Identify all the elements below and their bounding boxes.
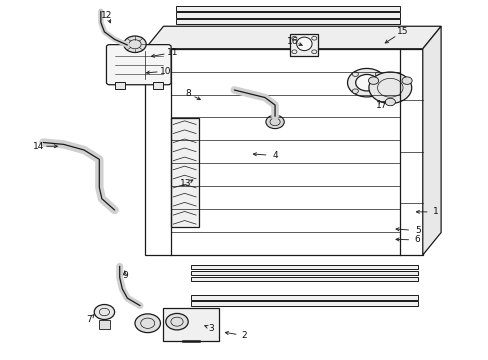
Text: 15: 15 [396, 27, 407, 36]
Bar [170, 118, 198, 227]
Text: 17: 17 [375, 100, 387, 109]
Circle shape [375, 89, 381, 94]
Bar [152, 82, 163, 89]
Bar [175, 6, 399, 11]
Bar [114, 82, 124, 89]
Circle shape [367, 77, 378, 84]
Text: 10: 10 [160, 67, 171, 76]
Text: 9: 9 [122, 271, 127, 280]
Circle shape [401, 77, 411, 84]
Text: 6: 6 [414, 235, 420, 244]
FancyBboxPatch shape [106, 45, 171, 85]
Text: 1: 1 [432, 207, 438, 216]
Circle shape [351, 72, 358, 76]
Polygon shape [422, 26, 440, 255]
Text: 11: 11 [167, 48, 179, 57]
Circle shape [347, 68, 386, 97]
Bar [290, 34, 318, 56]
Bar [191, 277, 417, 281]
Bar [175, 19, 399, 24]
Text: 5: 5 [414, 226, 420, 235]
Circle shape [265, 115, 284, 129]
Bar [191, 301, 417, 306]
Bar [191, 295, 417, 300]
Bar [191, 265, 417, 269]
Text: 3: 3 [208, 324, 214, 333]
Bar [99, 320, 109, 329]
Circle shape [375, 72, 381, 76]
Polygon shape [145, 26, 440, 49]
Text: 13: 13 [180, 179, 191, 188]
Circle shape [385, 98, 395, 106]
Ellipse shape [296, 37, 311, 51]
Text: 16: 16 [286, 37, 298, 46]
Bar [145, 49, 422, 255]
Bar [163, 307, 219, 341]
Text: 7: 7 [86, 315, 92, 324]
Circle shape [94, 305, 114, 320]
Text: 4: 4 [272, 151, 277, 160]
Circle shape [351, 89, 358, 94]
Circle shape [355, 75, 377, 91]
Bar [191, 271, 417, 275]
Circle shape [135, 314, 160, 333]
Circle shape [123, 36, 146, 53]
Text: 2: 2 [241, 331, 247, 340]
Text: 12: 12 [101, 10, 112, 19]
Circle shape [165, 314, 188, 330]
Bar [175, 12, 399, 18]
Text: 14: 14 [32, 142, 44, 151]
Circle shape [368, 72, 411, 104]
Text: 8: 8 [185, 89, 191, 98]
